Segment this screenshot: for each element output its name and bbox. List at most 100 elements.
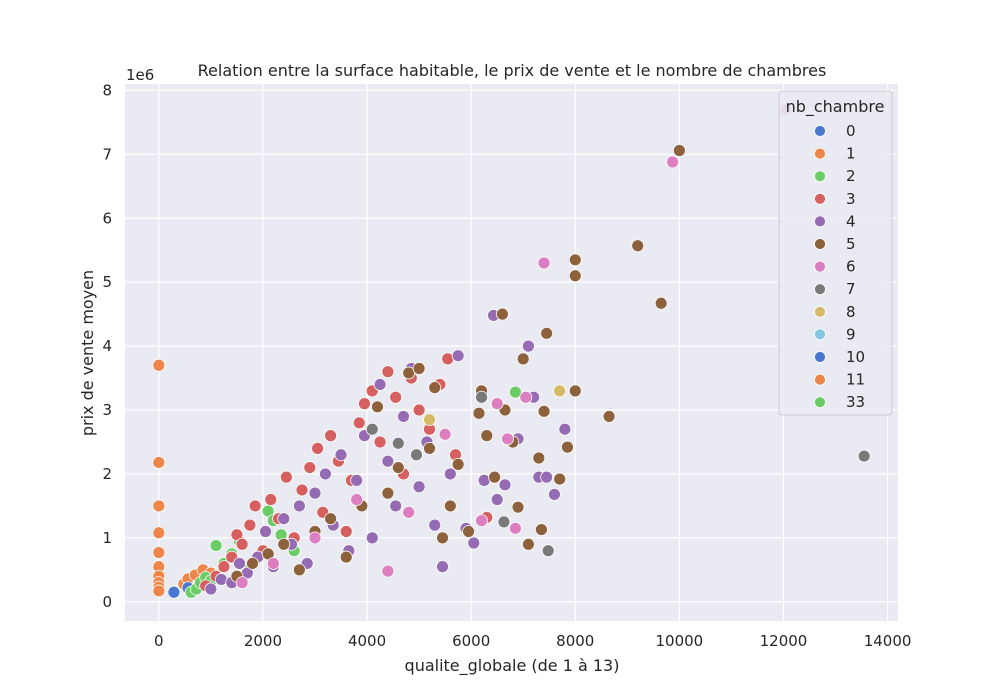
data-point-nb-chambre-7 — [541, 544, 555, 558]
data-point-nb-chambre-5 — [602, 410, 616, 423]
data-point-nb-chambre-1 — [152, 526, 166, 540]
legend-label: 3 — [846, 190, 856, 208]
data-point-nb-chambre-4 — [350, 473, 364, 487]
x-tick-label: 2000 — [244, 632, 282, 650]
data-point-nb-chambre-4 — [389, 499, 403, 513]
data-point-nb-chambre-4 — [548, 488, 561, 501]
legend-marker — [814, 215, 826, 228]
data-point-nb-chambre-3 — [381, 365, 395, 379]
data-point-nb-chambre-5 — [436, 531, 449, 545]
data-point-nb-chambre-5 — [522, 537, 535, 551]
data-point-nb-chambre-7 — [857, 449, 871, 463]
y-tick-label: 5 — [102, 273, 112, 291]
data-point-nb-chambre-7 — [365, 422, 379, 436]
data-point-nb-chambre-3 — [295, 483, 309, 497]
y-tick-label: 7 — [102, 145, 112, 163]
y-tick-label: 1 — [102, 529, 112, 547]
data-point-nb-chambre-4 — [381, 454, 395, 468]
y-tick-label: 6 — [102, 209, 112, 227]
legend: nb_chambre 0 1 2 3 4 5 6 7 8 9 10 11 33 — [778, 90, 893, 416]
data-point-nb-chambre-5 — [292, 563, 306, 577]
data-point-nb-chambre-5 — [277, 537, 291, 551]
data-point-nb-chambre-6 — [490, 397, 504, 411]
data-point-nb-chambre-5 — [540, 326, 554, 340]
data-point-nb-chambre-1 — [152, 499, 166, 513]
data-point-nb-chambre-5 — [553, 472, 567, 486]
data-point-nb-chambre-3 — [358, 397, 371, 411]
x-axis-label: qualite_globale (de 1 à 13) — [405, 656, 620, 676]
data-point-nb-chambre-4 — [365, 531, 379, 545]
data-point-nb-chambre-5 — [535, 523, 548, 536]
data-point-nb-chambre-5 — [516, 352, 530, 366]
data-point-nb-chambre-7 — [475, 390, 488, 404]
legend-box — [778, 90, 893, 416]
data-point-nb-chambre-4 — [397, 410, 410, 423]
y-tick-label: 3 — [102, 401, 112, 419]
data-point-nb-chambre-6 — [235, 576, 249, 590]
data-point-nb-chambre-5 — [443, 499, 457, 513]
legend-label: 1 — [846, 145, 856, 163]
data-point-nb-chambre-5 — [391, 461, 405, 474]
data-point-nb-chambre-6 — [350, 493, 364, 506]
data-point-nb-chambre-7 — [391, 436, 405, 450]
data-point-nb-chambre-4 — [277, 512, 291, 526]
data-point-nb-chambre-6 — [308, 531, 322, 545]
legend-label: 0 — [846, 122, 856, 140]
data-point-nb-chambre-5 — [511, 500, 525, 514]
data-point-nb-chambre-6 — [519, 390, 533, 404]
x-tick-label: 8000 — [556, 632, 594, 650]
data-point-nb-chambre-1 — [152, 358, 166, 372]
data-point-nb-chambre-6 — [402, 505, 416, 519]
data-point-nb-chambre-5 — [381, 486, 395, 500]
data-point-nb-chambre-4 — [308, 486, 322, 500]
data-point-nb-chambre-5 — [568, 253, 582, 267]
y-tick-label: 2 — [102, 465, 112, 483]
data-point-nb-chambre-5 — [561, 440, 574, 454]
data-point-nb-chambre-5 — [462, 525, 475, 538]
data-point-nb-chambre-5 — [568, 384, 582, 398]
legend-title: nb_chambre — [786, 97, 885, 117]
data-point-nb-chambre-4 — [259, 525, 272, 538]
legend-label: 4 — [846, 212, 856, 230]
data-point-nb-chambre-4 — [334, 448, 348, 462]
data-point-nb-chambre-3 — [339, 525, 353, 538]
legend-marker — [814, 238, 826, 250]
legend-marker — [814, 283, 826, 296]
data-point-nb-chambre-6 — [381, 564, 395, 578]
data-point-nb-chambre-5 — [631, 239, 645, 253]
data-point-nb-chambre-5 — [324, 512, 338, 526]
x-tick-label: 6000 — [452, 632, 490, 650]
legend-items: 0 1 2 3 4 5 6 7 8 9 10 11 33 — [814, 122, 865, 411]
data-point-nb-chambre-3 — [248, 499, 262, 513]
legend-label: 5 — [846, 235, 856, 253]
data-point-nb-chambre-7 — [410, 448, 423, 462]
data-point-nb-chambre-5 — [412, 362, 426, 375]
data-point-nb-chambre-3 — [235, 537, 249, 551]
data-point-nb-chambre-5 — [480, 429, 494, 443]
data-point-nb-chambre-7 — [497, 515, 511, 529]
y-tick-labels: 0 1 2 3 4 5 6 7 8 — [102, 81, 112, 610]
data-point-nb-chambre-6 — [438, 427, 452, 441]
data-point-nb-chambre-5 — [537, 404, 551, 418]
y-tick-label: 4 — [102, 337, 112, 355]
data-point-nb-chambre-5 — [654, 296, 668, 310]
legend-marker — [814, 328, 826, 341]
data-point-nb-chambre-3 — [412, 403, 426, 417]
data-point-nb-chambre-4 — [451, 349, 465, 363]
data-point-nb-chambre-4 — [467, 536, 481, 550]
legend-label: 7 — [846, 280, 856, 298]
x-tick-label: 12000 — [760, 632, 808, 650]
legend-marker — [814, 192, 826, 205]
x-tick-label: 0 — [154, 632, 164, 650]
data-point-nb-chambre-1 — [152, 456, 166, 469]
data-point-nb-chambre-4 — [373, 378, 387, 391]
y-tick-label: 8 — [102, 81, 112, 99]
data-point-nb-chambre-4 — [412, 480, 426, 494]
data-point-nb-chambre-5 — [568, 269, 582, 283]
data-point-nb-chambre-3 — [303, 461, 317, 474]
data-point-nb-chambre-6 — [666, 155, 680, 169]
data-point-nb-chambre-5 — [339, 550, 353, 564]
y-axis-label: prix de vente moyen — [78, 270, 97, 436]
data-point-nb-chambre-6 — [501, 432, 514, 446]
